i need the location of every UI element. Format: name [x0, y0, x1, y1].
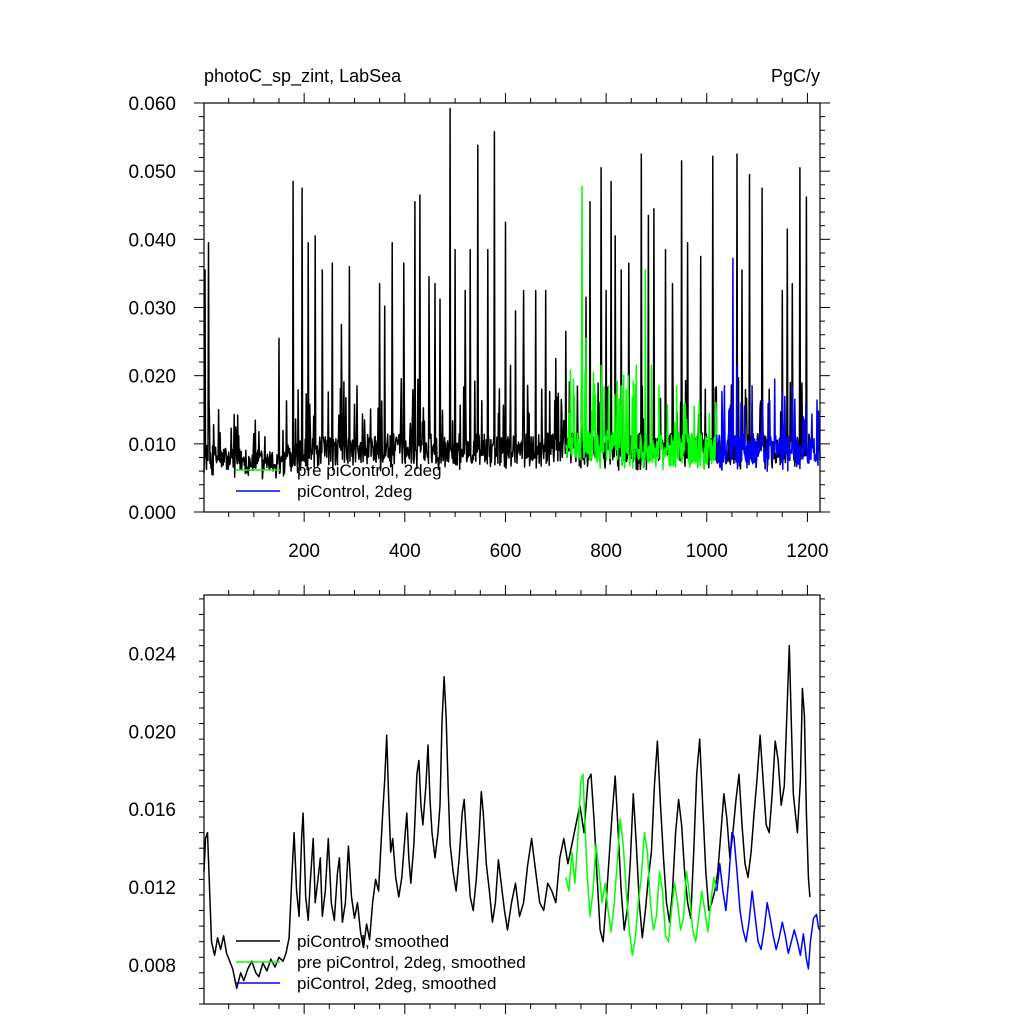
- x-tick-label: 800: [590, 541, 622, 562]
- y-tick-label: 0.012: [128, 878, 176, 899]
- legend-label: piControl, smoothed: [297, 932, 449, 951]
- bottom-panel-series: [203, 644, 821, 990]
- top-panel-units: PgC/y: [771, 66, 820, 86]
- top-panel-series: [203, 107, 821, 480]
- y-tick-label: 0.008: [128, 956, 176, 977]
- x-tick-label: 600: [490, 541, 522, 562]
- top-panel-title: photoC_sp_zint, LabSea: [204, 66, 402, 87]
- plot-frame: [203, 594, 821, 1005]
- series-line-picontrol-2deg: [716, 257, 821, 472]
- bottom-panel-legend: piControl, smoothed pre piControl, 2deg, …: [236, 932, 526, 993]
- top-panel-axes: 200 400 600 800 1000 1200 0.000 0.010 0.020 0.030…: [128, 93, 830, 562]
- y-tick-label: 0.020: [128, 367, 176, 388]
- top-panel-legend: pre piControl, 2deg piControl, 2deg: [236, 461, 442, 501]
- y-tick-label: 0.060: [128, 94, 176, 115]
- x-tick-label: 400: [389, 541, 421, 562]
- x-tick-label: 1200: [786, 541, 828, 562]
- series-line-series-0: [203, 107, 811, 480]
- y-tick-label: 0.010: [128, 435, 176, 456]
- y-tick-label: 0.040: [128, 230, 176, 251]
- y-tick-label: 0.016: [128, 800, 176, 821]
- y-tick-label: 0.030: [128, 299, 176, 320]
- bottom-panel-axes: 0.008 0.012 0.016 0.020 0.024: [128, 585, 825, 1014]
- x-tick-label: 1000: [686, 541, 728, 562]
- bottom-panel: 0.008 0.012 0.016 0.020 0.024 piControl, smo…: [128, 585, 825, 1014]
- y-tick-label: 0.050: [128, 162, 176, 183]
- series-line-pre-picontrol-2deg-smoothed: [565, 773, 718, 957]
- legend-label: piControl, 2deg, smoothed: [297, 974, 496, 993]
- legend-label: pre piControl, 2deg: [297, 461, 442, 480]
- top-panel: photoC_sp_zint, LabSea PgC/y 200 400 600 80…: [128, 66, 830, 562]
- y-tick-label: 0.020: [128, 722, 176, 743]
- x-tick-label: 200: [288, 541, 320, 562]
- series-line-pre-picontrol-2deg: [565, 185, 718, 471]
- y-tick-label: 0.024: [128, 644, 176, 665]
- legend-label: pre piControl, 2deg, smoothed: [297, 953, 526, 972]
- series-line-picontrol-2deg-smoothed: [716, 831, 821, 970]
- legend-label: piControl, 2deg: [297, 482, 412, 501]
- series-line-picontrol-smoothed: [203, 644, 811, 990]
- y-tick-label: 0.000: [128, 503, 176, 524]
